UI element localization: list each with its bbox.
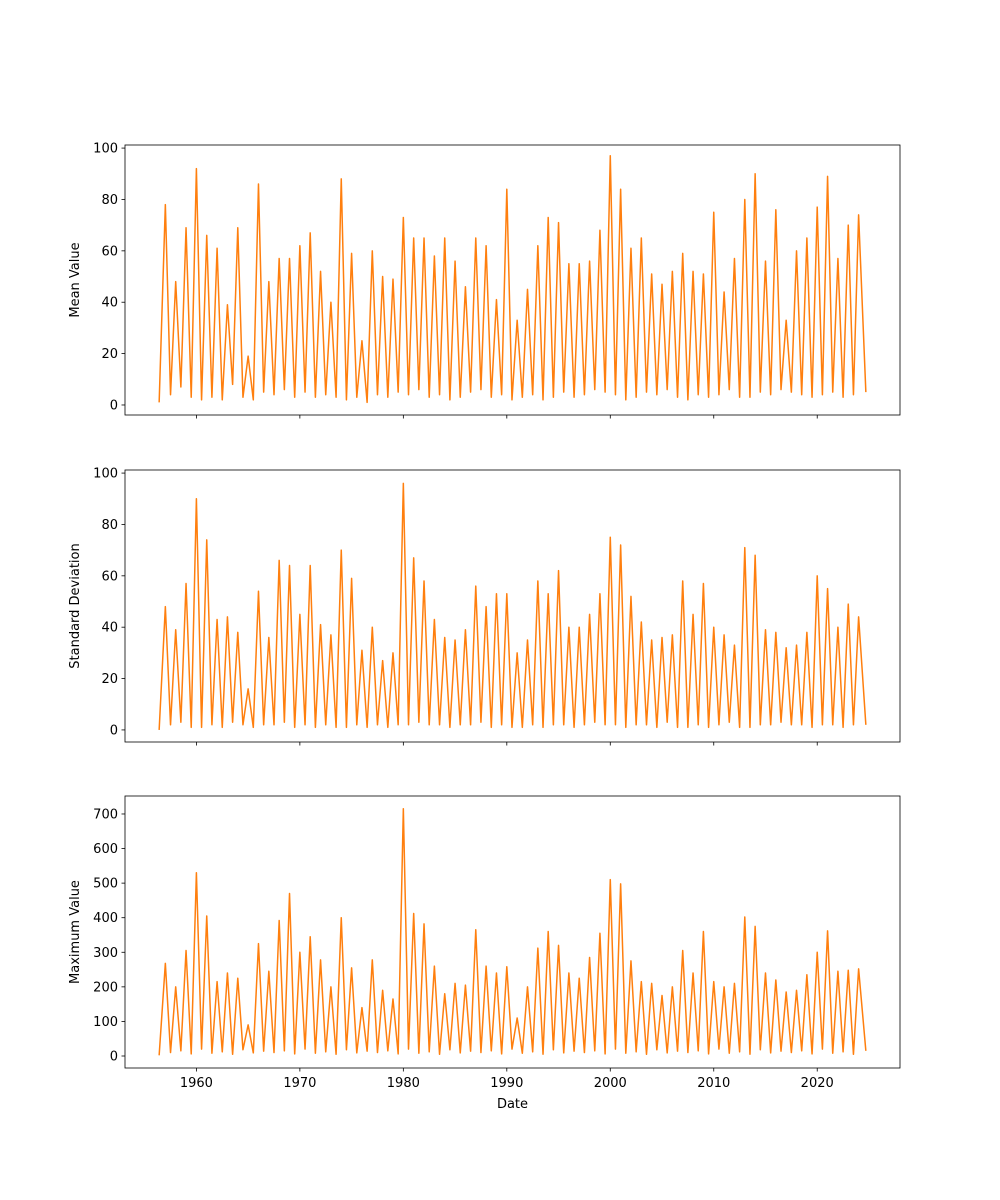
y-tick-label: 20 (101, 347, 118, 362)
y-axis-label: Standard Deviation (68, 543, 83, 668)
y-axis-label: Mean Value (68, 242, 83, 317)
y-tick-label: 500 (93, 877, 118, 892)
x-tick-label: 2000 (594, 1076, 627, 1091)
x-tick-label: 1980 (387, 1076, 420, 1091)
y-tick-label: 100 (93, 1015, 118, 1030)
x-axis-label: Date (497, 1097, 528, 1112)
y-tick-label: 600 (93, 842, 118, 857)
y-tick-label: 60 (101, 569, 118, 584)
x-tick-label: 2020 (801, 1076, 834, 1091)
y-tick-label: 40 (101, 621, 118, 636)
y-tick-label: 200 (93, 980, 118, 995)
data-line (158, 808, 867, 1056)
y-tick-label: 700 (93, 807, 118, 822)
y-tick-label: 0 (110, 723, 118, 738)
y-tick-label: 80 (101, 193, 118, 208)
x-tick-label: 2010 (697, 1076, 730, 1091)
axes-frame (124, 795, 901, 1069)
x-tick-label: 1960 (180, 1076, 213, 1091)
x-tick-label: 1990 (490, 1076, 523, 1091)
y-tick-label: 100 (93, 142, 118, 157)
y-axis-label: Maximum Value (68, 880, 83, 984)
y-tick-label: 60 (101, 244, 118, 259)
data-line (158, 482, 867, 730)
y-tick-label: 300 (93, 946, 118, 961)
y-tick-label: 400 (93, 911, 118, 926)
y-tick-label: 20 (101, 672, 118, 687)
x-tick-label: 1970 (283, 1076, 316, 1091)
data-line (158, 155, 867, 404)
axes-frame (124, 144, 901, 416)
axes-frame (124, 469, 901, 743)
y-tick-label: 80 (101, 518, 118, 533)
y-tick-label: 40 (101, 296, 118, 311)
y-tick-label: 100 (93, 467, 118, 482)
y-tick-label: 0 (110, 1050, 118, 1065)
y-tick-label: 0 (110, 398, 118, 413)
